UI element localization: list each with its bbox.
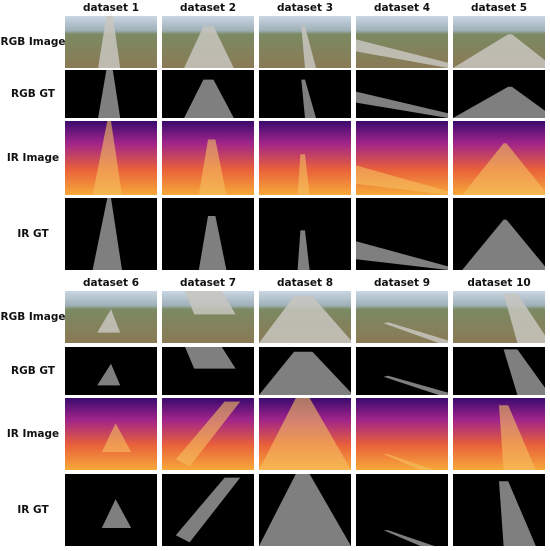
gt-region xyxy=(356,91,448,118)
runway xyxy=(101,423,132,452)
column-header: dataset 8 xyxy=(277,277,333,289)
runway xyxy=(259,398,351,470)
row-label: RGB GT xyxy=(11,365,56,377)
runway xyxy=(499,405,536,470)
runway xyxy=(462,143,545,195)
gt-region xyxy=(453,86,545,118)
gt-region xyxy=(184,79,234,118)
row-label: IR Image xyxy=(7,428,59,440)
runway xyxy=(503,293,545,343)
runway xyxy=(356,165,448,195)
gt-region xyxy=(356,241,448,270)
gt-region xyxy=(259,351,351,395)
runway xyxy=(184,26,234,68)
ir-image xyxy=(356,398,448,470)
gt-mask xyxy=(356,347,448,395)
column-header: dataset 5 xyxy=(471,2,527,14)
runway xyxy=(383,454,435,470)
row-label: RGB Image xyxy=(1,311,66,323)
runway xyxy=(98,16,121,68)
rgb-image xyxy=(356,291,448,343)
gt-region xyxy=(503,349,545,395)
runway xyxy=(259,296,351,343)
column-header: dataset 7 xyxy=(180,277,236,289)
gt-region xyxy=(101,499,132,528)
gt-mask xyxy=(356,474,448,546)
runway xyxy=(175,401,241,467)
gt-region xyxy=(259,474,351,546)
gt-region xyxy=(301,79,316,118)
ir-image xyxy=(453,398,545,470)
gt-mask xyxy=(453,474,545,546)
gt-region xyxy=(383,530,435,546)
row-label: IR GT xyxy=(17,228,49,240)
runway xyxy=(453,34,545,68)
gt-region xyxy=(185,347,236,369)
gt-region xyxy=(198,216,227,270)
row-label: RGB Image xyxy=(1,36,66,48)
column-header: dataset 10 xyxy=(467,277,530,289)
column-header: dataset 2 xyxy=(180,2,236,14)
gt-region xyxy=(462,219,545,270)
column-header: dataset 4 xyxy=(374,2,430,14)
gt-region xyxy=(383,375,448,395)
runway xyxy=(92,121,122,195)
row-label: IR GT xyxy=(17,504,49,516)
gt-region xyxy=(98,70,121,118)
gt-region xyxy=(92,198,122,270)
column-header: dataset 1 xyxy=(83,2,139,14)
runway xyxy=(383,322,448,343)
runway xyxy=(97,309,121,333)
runway xyxy=(356,39,448,68)
runway xyxy=(297,154,310,195)
gt-region xyxy=(297,230,310,270)
runway xyxy=(185,291,236,315)
runway xyxy=(301,26,316,68)
column-header: dataset 3 xyxy=(277,2,333,14)
gt-region xyxy=(97,363,121,386)
gt-region xyxy=(499,481,536,546)
column-header: dataset 9 xyxy=(374,277,430,289)
column-header: dataset 6 xyxy=(83,277,139,289)
runway xyxy=(198,139,227,195)
gt-region xyxy=(175,477,241,543)
row-label: IR Image xyxy=(7,152,59,164)
row-label: RGB GT xyxy=(11,88,56,100)
